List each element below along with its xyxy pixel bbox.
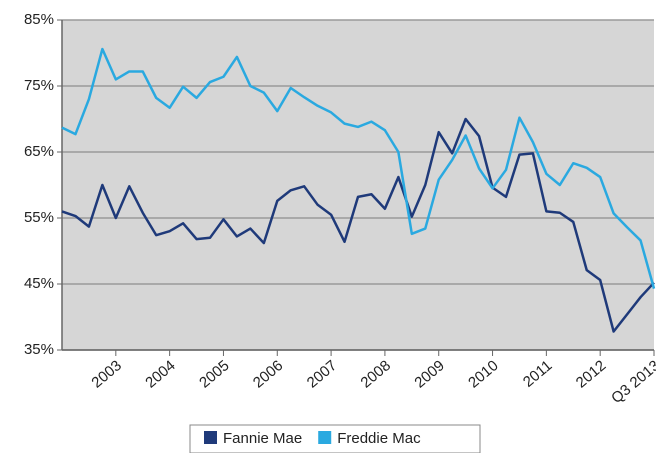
legend-box (189, 424, 481, 453)
y-tick-label: 35% (24, 341, 54, 358)
legend: Fannie Mae Freddie Mac (189, 424, 481, 453)
x-tick-label: 2004 (142, 357, 178, 391)
y-tick-label: 45% (24, 275, 54, 292)
legend-swatch (204, 431, 217, 444)
x-tick-label: 2008 (358, 357, 394, 391)
x-tick-label: 2005 (196, 357, 232, 391)
legend-swatch (318, 431, 332, 444)
x-tick-label: Q3 2013 (608, 357, 656, 407)
legend-label: Freddie Mac (337, 430, 421, 447)
plot-area (62, 20, 654, 350)
series-line (61, 47, 656, 289)
y-tick-label: 55% (24, 209, 54, 226)
x-tick-label: 2009 (411, 357, 447, 391)
x-tick-label: 2011 (520, 357, 556, 391)
x-tick-label: 2007 (304, 357, 340, 391)
y-tick-label: 65% (24, 143, 54, 160)
x-tick-label: 2010 (465, 357, 501, 391)
y-tick-label: 75% (24, 77, 54, 94)
x-tick-label: 2012 (573, 357, 609, 391)
legend-label: Fannie Mae (223, 430, 302, 447)
x-tick-label: 2006 (250, 357, 286, 391)
y-tick-label: 85% (24, 11, 54, 28)
x-tick-label: 2003 (88, 357, 124, 391)
series-line (61, 117, 655, 333)
